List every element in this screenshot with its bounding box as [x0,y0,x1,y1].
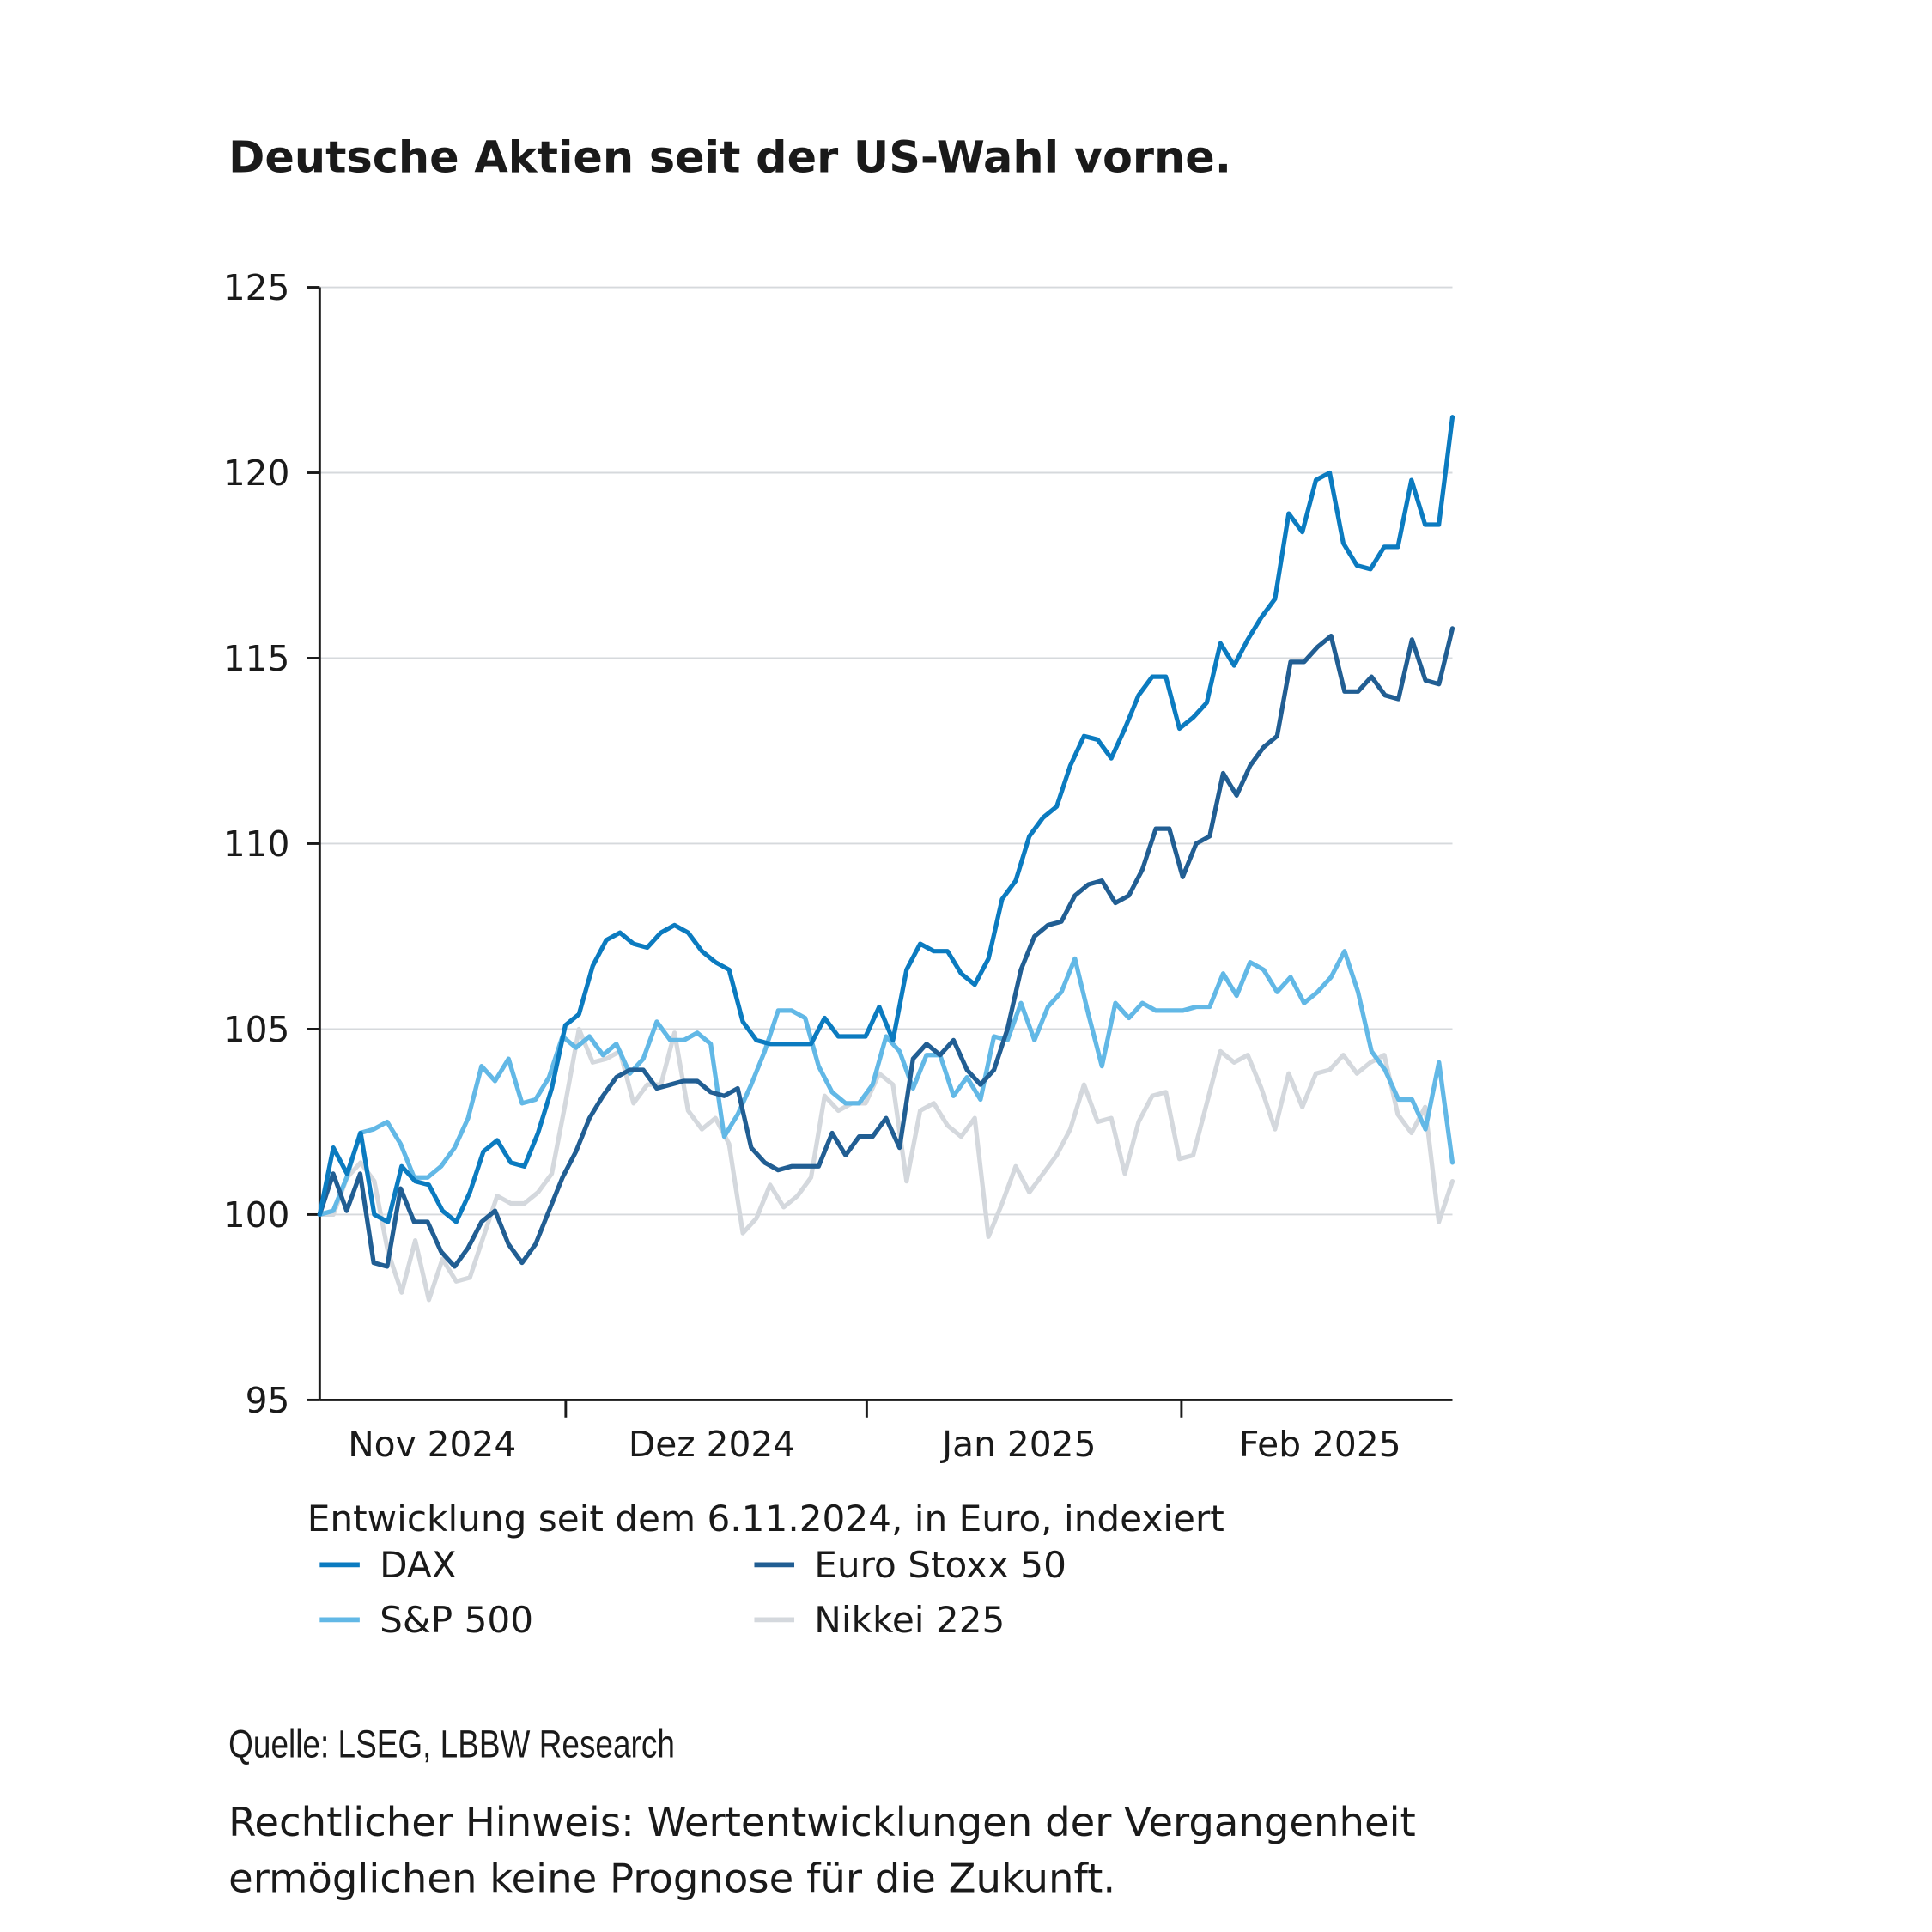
legend-label: DAX [380,1544,456,1586]
x-tick-label: Dez 2024 [629,1424,795,1465]
series-line-dax [317,415,1455,1224]
y-tick-label: 110 [223,823,290,865]
legal-note-line-1: Rechtlicher Hinweis: Wertentwicklungen d… [228,1799,1416,1845]
x-tick-label: Nov 2024 [348,1424,516,1465]
series-line-nikkei-225 [317,1026,1455,1303]
series-lines [317,415,1455,1303]
series-line-euro-stoxx-50 [317,626,1455,1269]
legend-item: Nikkei 225 [754,1599,1005,1641]
series-line-s-p-500 [317,949,1455,1218]
chart-title: Deutsche Aktien seit der US-Wahl vorne. [228,133,1231,184]
y-tick-label: 100 [223,1194,290,1236]
x-axis-ticks: Nov 2024 Dez 2024 Jan 2025 Feb 2025 [348,1400,1401,1465]
legend-label: Euro Stoxx 50 [814,1544,1066,1586]
y-tick-label: 95 [246,1380,290,1421]
legend-item: DAX [319,1544,457,1586]
x-tick-label: Jan 2025 [939,1424,1096,1465]
x-tick-label: Feb 2025 [1239,1424,1401,1465]
legend: DAX Euro Stoxx 50 S&P 500 Nikkei 225 [319,1544,1066,1641]
legal-note-line-2: ermöglichen keine Prognose für die Zukun… [228,1855,1115,1901]
legend-label: S&P 500 [380,1599,533,1641]
source-note: Quelle: LSEG, LBBW Research [228,1722,675,1765]
y-tick-label: 125 [223,267,290,308]
legend-item: S&P 500 [319,1599,533,1641]
chart-subtitle: Entwicklung seit dem 6.11.2024, in Euro,… [307,1498,1224,1540]
legend-label: Nikkei 225 [814,1599,1005,1641]
y-tick-label: 120 [223,453,290,494]
y-axis-ticks: 95 100 105 110 115 120 125 [223,267,320,1421]
y-tick-label: 115 [223,638,290,679]
legend-item: Euro Stoxx 50 [754,1544,1066,1586]
y-tick-label: 105 [223,1009,290,1050]
gridlines [319,286,1453,1216]
